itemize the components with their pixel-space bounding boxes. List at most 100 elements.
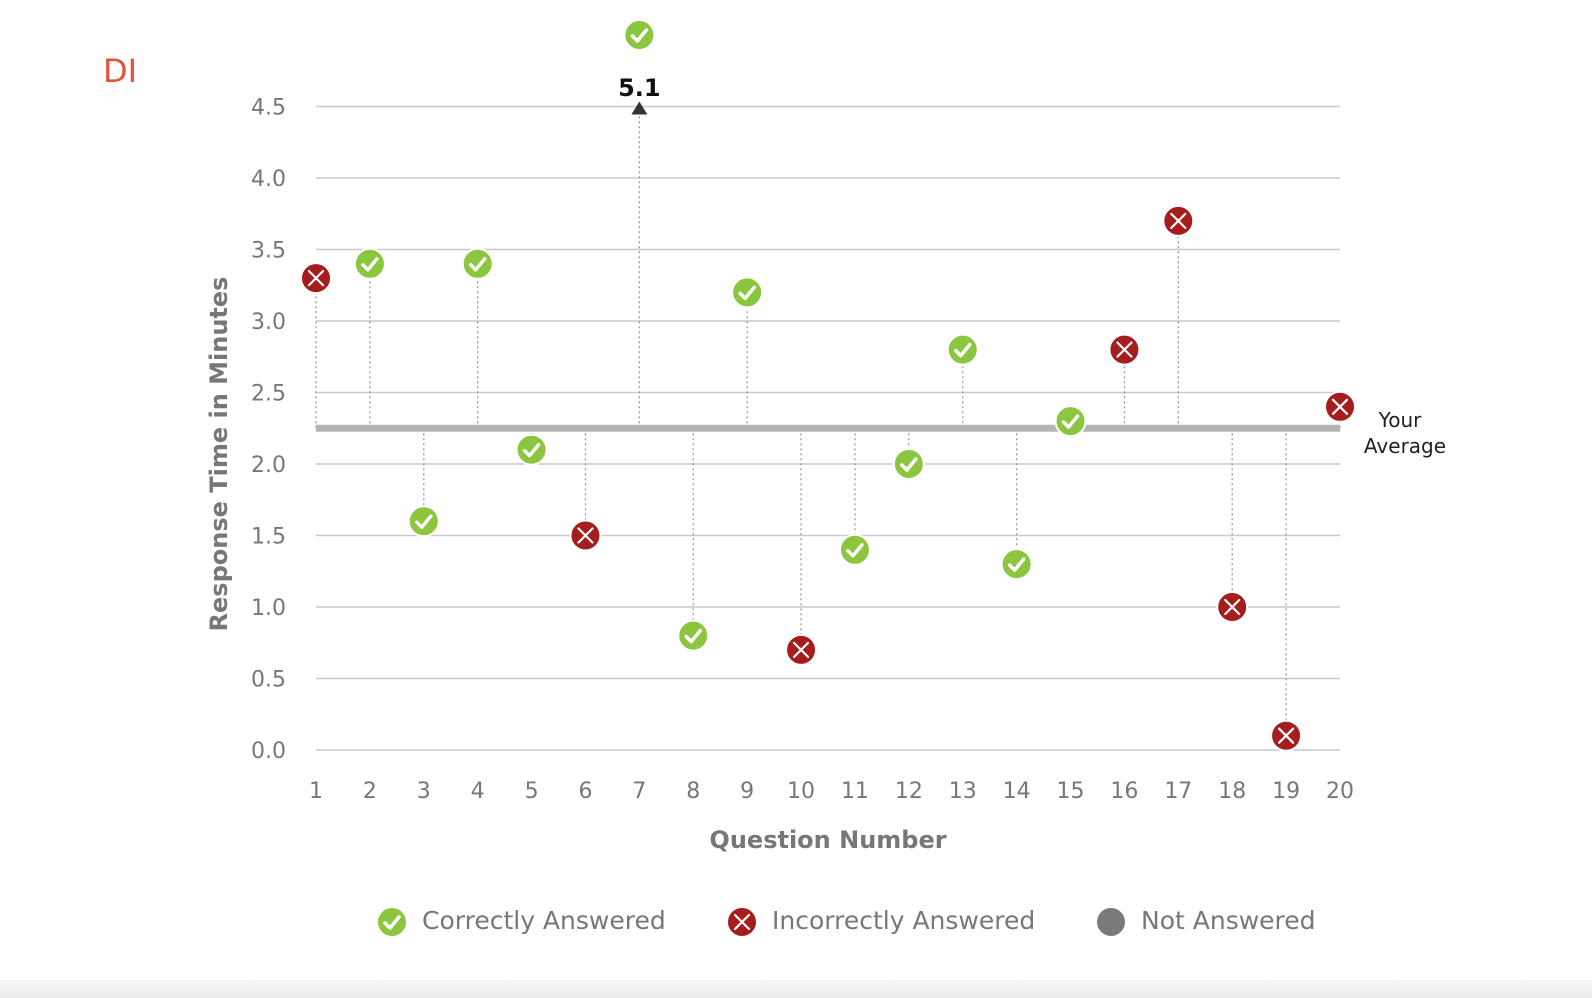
x-tick-label: 4 [471,779,485,804]
check-icon [630,28,649,43]
x-tick-label: 13 [949,779,977,804]
x-tick-label: 11 [841,779,869,804]
legend-item-not_answered: Not Answered [1095,906,1316,938]
cross-icon [577,527,594,544]
check-icon [383,915,401,930]
data-point-q5 [515,433,548,466]
tick-layer: 0.00.51.01.52.02.53.03.54.04.51 2 3 4 5 6 7 8 9 1… [205,96,1354,855]
y-tick-label: 2.0 [251,453,286,478]
check-icon [415,514,433,529]
data-point-q13 [946,333,979,366]
data-point-q10 [785,633,818,666]
cross-icon [1224,598,1241,616]
data-point-q1 [300,262,332,295]
legend-label: Not Answered [1141,906,1316,935]
legend-item-incorrect: Incorrectly Answered [726,906,1035,938]
x-tick-label: 9 [740,779,754,804]
data-point-q12 [892,448,925,480]
y-tick-label: 0.5 [251,668,286,693]
data-point-q14 [1000,548,1033,581]
x-tick-label: 3 [417,779,431,804]
y-tick-label: 2.5 [251,382,286,407]
check-icon [1007,557,1026,572]
data-point-q11 [838,533,871,566]
x-tick-label: 15 [1057,779,1085,804]
legend-label: Incorrectly Answered [772,906,1035,935]
legend-layer: Correctly Answered Incorrectly Answered No… [376,906,1316,938]
data-point-q18 [1216,591,1249,623]
y-tick-label: 0.0 [251,739,286,764]
overflow-value-label: 5.1 [618,74,661,102]
check-icon [684,628,703,644]
data-point-q6 [569,519,602,552]
correct-marker-circle [838,533,871,566]
correct-marker-circle [461,247,494,280]
data-point-q7 [623,19,656,51]
cross-icon [307,270,325,287]
cross-icon [792,641,810,658]
correct-marker-circle [892,448,925,480]
check-icon [738,285,756,301]
y-axis-title: Response Time in Minutes [205,277,233,632]
legend-marker [376,906,408,938]
data-point-q9 [731,276,764,309]
y-tick-label: 1.0 [251,596,286,621]
check-icon [1061,414,1080,429]
x-tick-label: 16 [1110,779,1138,804]
cross-icon [733,913,751,931]
data-point-q17 [1162,204,1195,237]
correct-marker-circle [407,505,440,538]
cross-icon [1116,341,1133,358]
cross-icon [1170,212,1187,229]
data-point-q4 [461,247,494,280]
y-tick-label: 4.5 [251,96,286,121]
correct-marker-circle [1000,548,1033,581]
correct-marker-circle [731,276,764,309]
check-icon [953,342,972,358]
average-label-line1: Your [1378,408,1422,432]
not_answered-marker-circle [1095,906,1127,938]
check-icon [900,457,918,472]
check-icon [361,257,379,272]
correct-marker-circle [353,247,386,280]
correct-marker-circle [515,433,548,466]
y-tick-label: 1.5 [251,525,286,550]
grid-layer [316,105,1340,751]
x-axis-title: Question Number [709,826,946,854]
average-label-line2: Average [1364,434,1446,458]
x-tick-label: 8 [686,779,700,804]
x-tick-label: 1 [309,779,323,804]
cross-icon [1278,727,1295,744]
data-point-q3 [407,505,440,538]
y-tick-label: 3.0 [251,310,286,335]
section-label: DI [103,52,138,90]
stem-layer: 5.1 [315,74,1341,736]
legend-item-correct: Correctly Answered [376,906,666,938]
footer-bar [0,980,1592,998]
y-tick-label: 4.0 [251,167,286,192]
legend-marker [726,906,758,938]
data-point-q20 [1324,390,1356,423]
x-tick-label: 20 [1326,779,1354,804]
point-layer [300,19,1356,752]
legend-label: Correctly Answered [422,906,666,935]
x-tick-label: 2 [363,779,377,804]
check-icon [846,543,864,558]
x-tick-label: 19 [1272,779,1300,804]
data-point-q8 [677,619,710,652]
correct-marker-circle [946,333,979,366]
x-tick-label: 5 [525,779,539,804]
legend-marker [1095,906,1127,938]
correct-marker-circle [1054,405,1087,438]
data-point-q19 [1270,719,1303,752]
correct-marker-circle [677,619,710,652]
x-tick-label: 6 [578,779,592,804]
x-tick-label: 10 [787,779,815,804]
data-point-q15 [1054,405,1087,438]
x-tick-label: 18 [1218,779,1246,804]
data-point-q16 [1108,333,1141,366]
data-point-q2 [353,247,386,280]
cross-icon [1331,398,1349,415]
check-icon [468,257,487,272]
